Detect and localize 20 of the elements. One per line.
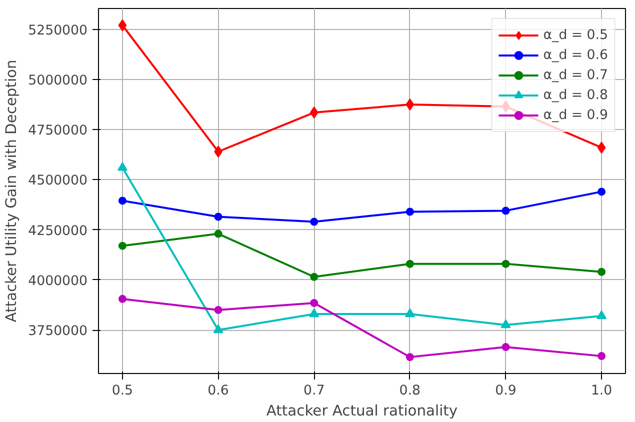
legend-label: α_d = 0.5	[543, 28, 608, 42]
y-tick-label: 4500000	[28, 174, 88, 189]
legend-label: α_d = 0.9	[543, 108, 608, 122]
x-tick-label: 0.9	[495, 384, 516, 398]
y-axis-title: Attacker Utility Gain with Deception	[3, 60, 20, 322]
x-tick-label: 1.0	[590, 384, 612, 398]
x-tick-label: 0.5	[112, 384, 134, 398]
legend-label: α_d = 0.6	[543, 48, 608, 62]
y-tick-label: 4750000	[28, 124, 88, 139]
legend-label: α_d = 0.8	[543, 88, 608, 102]
x-tick-label: 0.8	[399, 384, 421, 398]
x-axis-title: Attacker Actual rationality	[266, 402, 458, 420]
y-tick-label: 5000000	[28, 73, 88, 88]
x-tick-label: 0.6	[208, 384, 229, 398]
legend-label: α_d = 0.7	[543, 68, 608, 82]
y-tick-label: 3750000	[28, 324, 88, 340]
y-tick-label: 4250000	[28, 224, 88, 239]
y-tick-label: 5250000	[28, 23, 88, 38]
y-tick-label: 4000000	[28, 274, 88, 289]
x-tick-label: 0.7	[303, 384, 325, 398]
